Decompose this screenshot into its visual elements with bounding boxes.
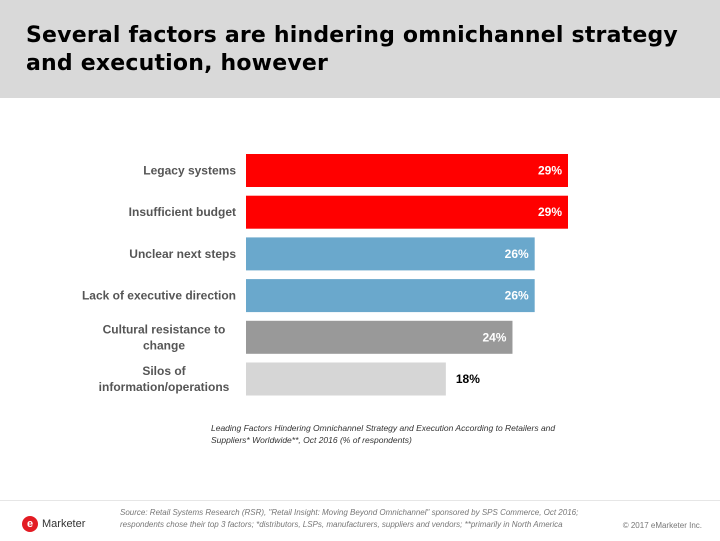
bar [246,279,535,313]
bar-value-label: 29% [538,205,562,219]
title-bar: Several factors are hindering omnichanne… [0,0,720,98]
category-label: Legacy systems [143,164,236,178]
bar-value-label: 29% [538,164,562,178]
category-label: Unclear next steps [129,247,236,261]
logo-mark-icon: e [22,516,38,532]
category-label: Cultural resistance to [103,322,226,336]
bar-value-label: 18% [456,372,480,386]
category-label: information/operations [99,380,230,394]
category-label: Lack of executive direction [82,289,236,303]
bar-value-label: 26% [505,289,529,303]
slide-title: Several factors are hindering omnichanne… [26,23,678,76]
bar [246,237,535,271]
bar-chart: 29% Legacy systems 29% Insufficient budget 2… [82,154,568,396]
category-label: change [143,338,185,352]
source-note: Source: Retail Systems Research (RSR), "… [120,508,579,529]
bar [246,195,568,229]
bar [246,320,513,354]
bar-value-label: 24% [482,330,506,344]
bar [246,154,568,187]
footer: e Marketer Source: Retail Systems Resear… [0,500,720,541]
chart-caption: Leading Factors Hindering Omnichannel St… [211,423,556,445]
copyright: © 2017 eMarketer Inc. [622,521,702,530]
bar-value-label: 26% [505,247,529,261]
emarketer-logo: e Marketer [22,515,85,533]
bar [246,362,446,396]
logo-text: Marketer [42,518,86,530]
category-label: Insufficient budget [129,205,236,219]
category-label: Silos of [142,364,186,378]
